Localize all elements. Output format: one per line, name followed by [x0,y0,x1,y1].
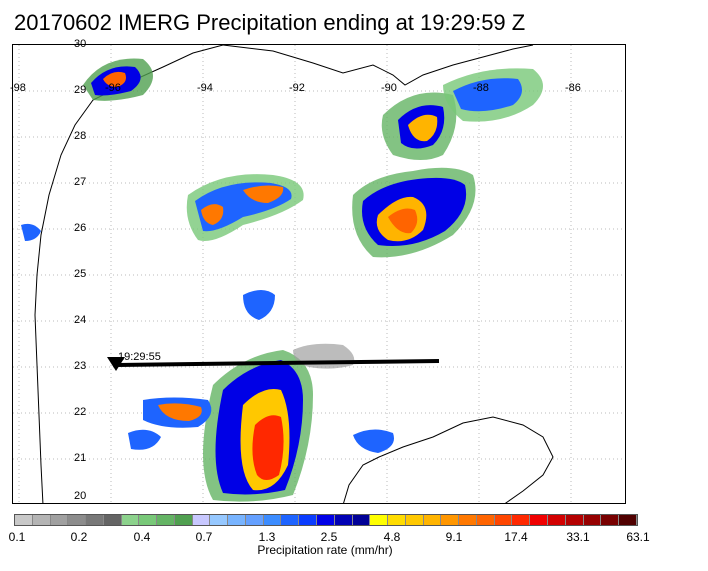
colorbar-cell [299,515,318,525]
colorbar-cell [245,515,264,525]
lat-label: 21 [74,452,87,464]
precipitation-cells [21,58,543,502]
colorbar-tick-label: 33.1 [566,530,590,544]
colorbar-cell [494,515,513,525]
colorbar-cell [157,515,175,525]
lat-label: 27 [74,176,87,188]
colorbar-cell [476,515,495,525]
colorbar-cell [139,515,158,525]
colorbar-cell [405,515,424,525]
colorbar-cell [86,515,104,525]
colorbar-cell [263,515,282,525]
satellite-track [107,357,440,371]
colorbar-tick-label: 9.1 [445,530,463,544]
colorbar-cell [317,515,335,525]
precipitation-map [12,44,626,504]
lat-label: 22 [74,406,87,418]
colorbar-tick-label: 17.4 [504,530,528,544]
colorbar-cell [50,515,69,525]
map-title: 20170602 IMERG Precipitation ending at 1… [14,10,526,35]
colorbar-cell [68,515,87,525]
colorbar-tick-label: 0.1 [8,530,26,544]
colorbar-cell [334,515,353,525]
colorbar-cell [619,515,637,525]
colorbar-cell [32,515,51,525]
lat-label: 24 [74,314,87,326]
colorbar-cell [103,515,122,525]
lat-label: 29 [74,84,87,96]
colorbar-title: Precipitation rate (mm/hr) [257,543,393,557]
colorbar-cell [370,515,389,525]
lat-label: 25 [74,268,87,280]
colorbar-cell [547,515,566,525]
colorbar-cell [601,515,620,525]
colorbar-tick-label: 0.4 [133,530,151,544]
map-graphic [13,45,625,503]
track-time-label: 19:29:55 [118,351,161,363]
lon-label: -98 [10,82,26,94]
lat-label: 20 [74,490,87,502]
colorbar-cell [583,515,602,525]
lon-label: -94 [197,82,213,94]
lon-label: -96 [105,82,121,94]
colorbar-cell [121,515,140,525]
lat-label: 23 [74,360,87,372]
lon-label: -92 [289,82,305,94]
colorbar-cell [210,515,229,525]
colorbar-cell [423,515,442,525]
colorbar-cell [174,515,193,525]
lat-label: 26 [74,222,87,234]
lon-label: -88 [473,82,489,94]
colorbar-cell [352,515,371,525]
colorbar-tick-label: 0.7 [195,530,213,544]
colorbar-tick-label: 1.3 [258,530,276,544]
colorbar-cell [281,515,300,525]
colorbar-cell [441,515,460,525]
colorbar-cell [228,515,246,525]
colorbar-tick-label: 63.1 [626,530,650,544]
colorbar-cell [388,515,406,525]
colorbar [14,514,638,526]
colorbar-cell [512,515,531,525]
colorbar-cell [15,515,33,525]
colorbar-cell [192,515,211,525]
colorbar-tick-label: 2.5 [320,530,338,544]
colorbar-cell [530,515,548,525]
lon-label: -86 [565,82,581,94]
lat-label: 28 [74,130,87,142]
colorbar-cell [459,515,477,525]
colorbar-tick-label: 0.2 [70,530,88,544]
colorbar-cell [565,515,584,525]
lon-label: -90 [381,82,397,94]
colorbar-tick-label: 4.8 [383,530,401,544]
lat-label: 30 [74,38,87,50]
